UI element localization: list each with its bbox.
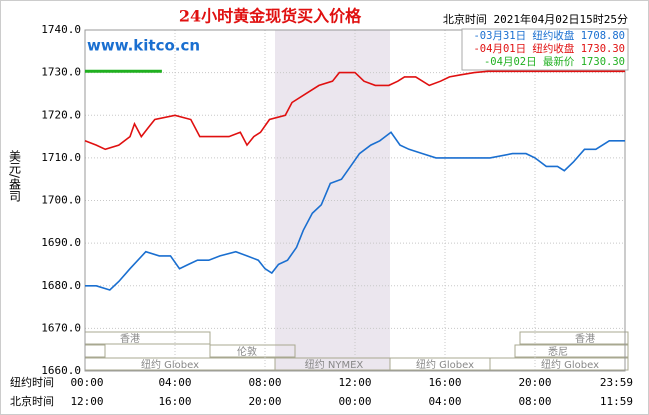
y-tick-label: 1720.0	[41, 108, 81, 121]
x2-tick-label: 20:00	[248, 395, 281, 408]
y-axis-label: 美元/盎司	[8, 150, 22, 202]
session-box	[514, 344, 629, 358]
x2-axis-label: 北京时间	[10, 394, 54, 408]
y-tick-label: 1660.0	[41, 364, 81, 377]
x2-tick-label: 11:59	[600, 395, 633, 408]
legend-box	[461, 28, 629, 71]
x-tick-label: 16:00	[428, 376, 461, 389]
x-tick-label: 00:00	[70, 376, 103, 389]
y-tick-label: 1670.0	[41, 321, 81, 334]
watermark: www.kitco.cn	[87, 37, 200, 55]
y-tick-label: 1680.0	[41, 279, 81, 292]
x-tick-label: 20:00	[518, 376, 551, 389]
session-box	[519, 331, 629, 345]
x2-tick-label: 08:00	[518, 395, 551, 408]
x-tick-label: 08:00	[248, 376, 281, 389]
session-label: 纽约 Globex	[541, 358, 599, 371]
y-tick-label: 1700.0	[41, 194, 81, 207]
session-box	[209, 344, 296, 358]
x2-tick-label: 16:00	[158, 395, 191, 408]
subtitle: 北京时间 2021年04月02日15时25分	[443, 12, 628, 26]
session-label: 纽约 Globex	[141, 358, 199, 371]
y-tick-label: 1730.0	[41, 66, 81, 79]
legend-entry: -04月01日 纽约收盘 1730.30	[473, 42, 625, 55]
y-tick-label: 1710.0	[41, 151, 81, 164]
x-tick-label: 04:00	[158, 376, 191, 389]
session-label: 纽约 Globex	[416, 358, 474, 371]
series-line	[85, 131, 625, 291]
session-box	[489, 357, 629, 371]
x2-tick-label: 00:00	[338, 395, 371, 408]
y-tick-label: 1690.0	[41, 236, 81, 249]
legend-entry: -04月02日 最新价 1730.30	[484, 55, 625, 68]
session-label: 伦敦	[237, 345, 257, 358]
session-label: 纽约 NYMEX	[305, 358, 364, 371]
y-tick-label: 1740.0	[41, 23, 81, 36]
x-tick-label: 23:59	[600, 376, 633, 389]
x2-tick-label: 04:00	[428, 395, 461, 408]
session-label: 香港	[575, 333, 595, 345]
legend-entry: -03月31日 纽约收盘 1708.80	[473, 29, 625, 42]
session-label: 香港	[120, 333, 140, 345]
chart-title: 24小时黄金现货买入价格	[179, 7, 362, 26]
x-tick-label: 12:00	[338, 376, 371, 389]
session-label: 悉尼	[548, 346, 568, 358]
plot-border	[84, 29, 626, 372]
x-axis-label: 纽约时间	[10, 375, 54, 389]
x2-tick-label: 12:00	[70, 395, 103, 408]
series-line	[84, 70, 625, 151]
